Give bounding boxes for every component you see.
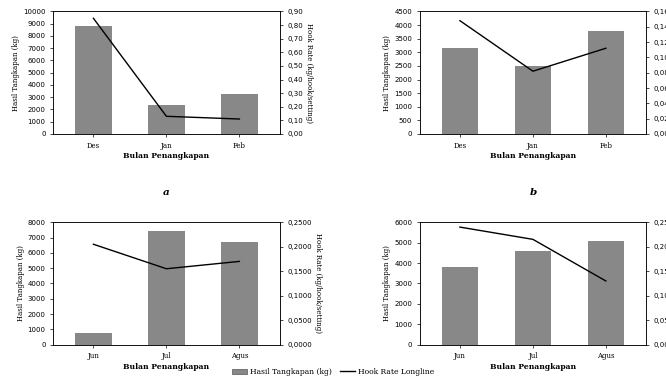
X-axis label: Bulan Penangkapan: Bulan Penangkapan bbox=[123, 152, 210, 160]
Y-axis label: Hook Rate (kg/hook/setting): Hook Rate (kg/hook/setting) bbox=[314, 234, 322, 334]
X-axis label: Bulan Penangkapan: Bulan Penangkapan bbox=[490, 152, 576, 160]
Y-axis label: Hasil Tangkapan (kg): Hasil Tangkapan (kg) bbox=[384, 246, 392, 321]
Text: b: b bbox=[529, 188, 537, 197]
Bar bbox=[515, 66, 551, 134]
Bar bbox=[587, 31, 624, 134]
Bar bbox=[442, 48, 478, 134]
Legend: Hasil Tangkapan (kg), Hook Rate Longline: Hasil Tangkapan (kg), Hook Rate Longline bbox=[228, 365, 438, 379]
Bar bbox=[148, 105, 184, 134]
Y-axis label: Hasil Tangkapan (kg): Hasil Tangkapan (kg) bbox=[384, 35, 392, 111]
Bar bbox=[75, 333, 112, 345]
Bar bbox=[75, 26, 112, 134]
Text: a: a bbox=[163, 188, 170, 197]
Y-axis label: Hook Rate (kg/hook/setting): Hook Rate (kg/hook/setting) bbox=[304, 23, 312, 123]
Bar bbox=[221, 93, 258, 134]
Y-axis label: Hasil Tangkapan (kg): Hasil Tangkapan (kg) bbox=[17, 246, 25, 321]
Bar bbox=[221, 242, 258, 345]
X-axis label: Bulan Penangkapan: Bulan Penangkapan bbox=[123, 363, 210, 371]
X-axis label: Bulan Penangkapan: Bulan Penangkapan bbox=[490, 363, 576, 371]
Y-axis label: Hasil Tangkapan (kg): Hasil Tangkapan (kg) bbox=[13, 35, 21, 111]
Bar bbox=[442, 267, 478, 345]
Bar bbox=[148, 231, 184, 345]
Bar bbox=[587, 241, 624, 345]
Bar bbox=[515, 251, 551, 345]
